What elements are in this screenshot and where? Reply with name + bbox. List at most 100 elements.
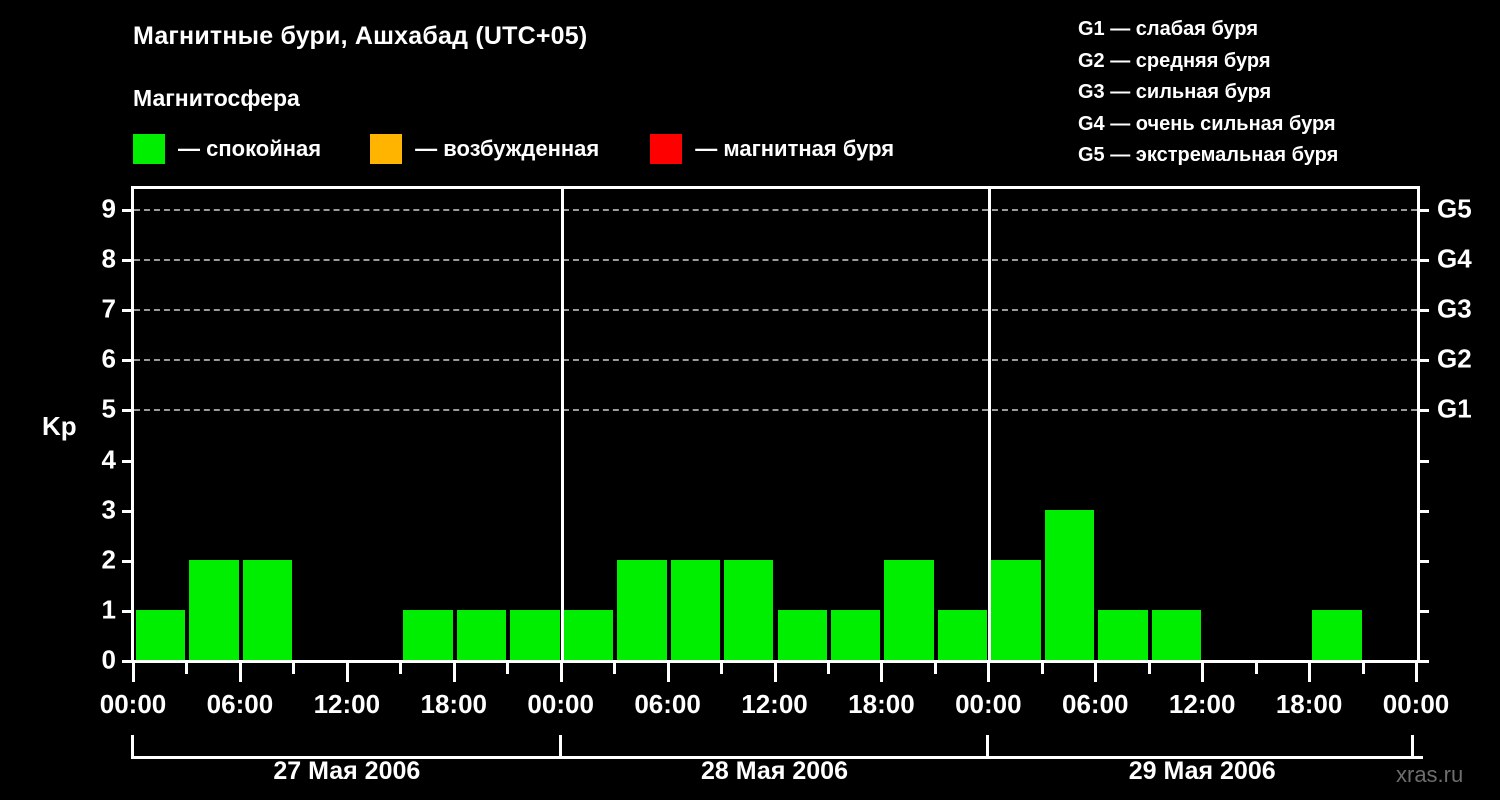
- y-tick-label-5: 5: [101, 393, 116, 424]
- bar: [617, 559, 667, 660]
- x-tick-label: 00:00: [955, 689, 1022, 719]
- x-tick-label: 00:00: [99, 689, 167, 719]
- y-tick-8: [122, 259, 134, 263]
- g-level-label-G2: G2: [1437, 343, 1472, 374]
- bar: [242, 559, 293, 660]
- g-legend-item-5: G5 — экстремальная буря: [1078, 144, 1339, 166]
- x-tick-minor: [506, 663, 510, 674]
- legend-label-quiet: — спокойная: [178, 136, 322, 161]
- bar: [991, 559, 1041, 660]
- y-tick-label-1: 1: [101, 594, 116, 625]
- bar: [724, 559, 774, 660]
- y-tick-right-3: [1417, 509, 1429, 513]
- g-level-label-G5: G5: [1437, 193, 1472, 224]
- day-bracket-tick: [986, 735, 990, 759]
- y-tick-9: [122, 209, 134, 213]
- day-label-3: 29 Мая 2006: [1128, 757, 1276, 785]
- plot-area: 0 1 2 3 4 5 6 7 8 9 G1 G2 G3 G4 G5: [102, 186, 1472, 675]
- y-tick-right-2: [1417, 559, 1429, 563]
- y-tick-right-1: [1417, 609, 1429, 613]
- x-tick-minor: [185, 663, 189, 674]
- x-tick-minor: [933, 663, 937, 674]
- day-divider-1: [560, 189, 564, 660]
- x-tick-minor: [826, 663, 830, 674]
- x-tick-label: 18:00: [848, 689, 915, 719]
- legend-entry-quiet: — спокойная: [133, 134, 321, 164]
- bar: [456, 609, 507, 660]
- y-tick-right-9: [1417, 209, 1429, 213]
- page-title: Магнитные бури, Ашхабад (UTC+05): [133, 22, 588, 50]
- g-legend-item-3: G3 — сильная буря: [1078, 81, 1272, 103]
- y-tick-label-6: 6: [101, 343, 116, 374]
- x-tick-minor: [613, 663, 617, 674]
- y-tick-7: [122, 309, 134, 313]
- x-tick-label: 12:00: [1168, 689, 1236, 719]
- y-tick-right-6: [1417, 359, 1429, 363]
- y-tick-3: [122, 509, 134, 513]
- day-divider-2: [988, 189, 992, 660]
- y-tick-right-0: [1417, 660, 1429, 663]
- day-bracket-line: [131, 756, 1423, 759]
- x-tick-minor: [1040, 663, 1044, 674]
- x-tick-major: [1415, 663, 1418, 682]
- g-level-label-G1: G1: [1437, 393, 1472, 424]
- g-legend-item-1: G1 — слабая буря: [1078, 18, 1259, 40]
- day-bracket-tick: [558, 735, 562, 759]
- y-tick-5: [122, 409, 134, 413]
- bar: [1312, 609, 1362, 660]
- y-tick-right-7: [1417, 309, 1429, 313]
- day-label-2: 28 Мая 2006: [701, 757, 848, 785]
- bar: [670, 559, 721, 660]
- watermark: xras.ru: [1396, 762, 1464, 787]
- x-tick-label: 00:00: [527, 689, 594, 719]
- legend-label-storm: — магнитная буря: [695, 136, 895, 161]
- legend-swatch-storm-icon: [650, 134, 683, 164]
- x-tick-major: [666, 663, 670, 682]
- bar: [1151, 609, 1202, 660]
- legend-heading: Магнитосфера: [133, 85, 300, 111]
- g-scale-legend: G1 — слабая буря G2 — средняя буря G3 — си…: [1078, 14, 1338, 172]
- x-tick-minor: [292, 663, 296, 674]
- x-tick-minor: [720, 663, 724, 674]
- x-tick-label: 18:00: [1275, 689, 1343, 719]
- bar: [563, 609, 614, 660]
- y-tick-right-8: [1417, 259, 1429, 263]
- x-tick-label: 06:00: [206, 689, 274, 719]
- bar: [510, 609, 560, 660]
- x-tick-major: [987, 663, 991, 682]
- bar: [777, 609, 827, 660]
- x-tick-minor: [1147, 663, 1151, 674]
- y-tick-0: [122, 660, 134, 663]
- x-tick-major: [1094, 663, 1098, 682]
- bar: [1098, 609, 1148, 660]
- x-tick-label: 12:00: [741, 689, 808, 719]
- y-tick-right-5: [1417, 409, 1429, 413]
- y-tick-1: [122, 609, 134, 613]
- x-tick-minor: [399, 663, 403, 674]
- legend-entry-unsettled: — возбужденная: [370, 134, 599, 164]
- bar: [136, 609, 186, 660]
- x-tick-label: 00:00: [1382, 689, 1450, 719]
- bar: [189, 559, 239, 660]
- x-tick-major: [345, 663, 349, 682]
- x-tick-label: 12:00: [313, 689, 381, 719]
- g-level-label-G4: G4: [1437, 243, 1472, 274]
- legend-swatch-quiet-icon: [133, 134, 165, 164]
- bar: [1044, 509, 1095, 660]
- gridline-kp-5: [134, 409, 1417, 412]
- x-tick-major: [880, 663, 884, 682]
- x-axis-line: [131, 660, 1423, 663]
- x-tick-major: [773, 663, 777, 682]
- y-tick-label-4: 4: [101, 444, 116, 475]
- y-tick-4: [122, 459, 134, 463]
- bar: [884, 559, 934, 660]
- g-level-label-G3: G3: [1437, 293, 1472, 324]
- y-tick-label-9: 9: [101, 193, 116, 224]
- day-label-1: 27 Мая 2006: [273, 757, 421, 785]
- y-tick-label-3: 3: [101, 494, 116, 525]
- y-tick-2: [122, 559, 134, 563]
- y-tick-right-4: [1417, 459, 1429, 463]
- y-tick-label-0: 0: [101, 644, 116, 675]
- y-axis-title: Kp: [42, 411, 77, 441]
- legend-label-unsettled: — возбужденная: [415, 136, 600, 161]
